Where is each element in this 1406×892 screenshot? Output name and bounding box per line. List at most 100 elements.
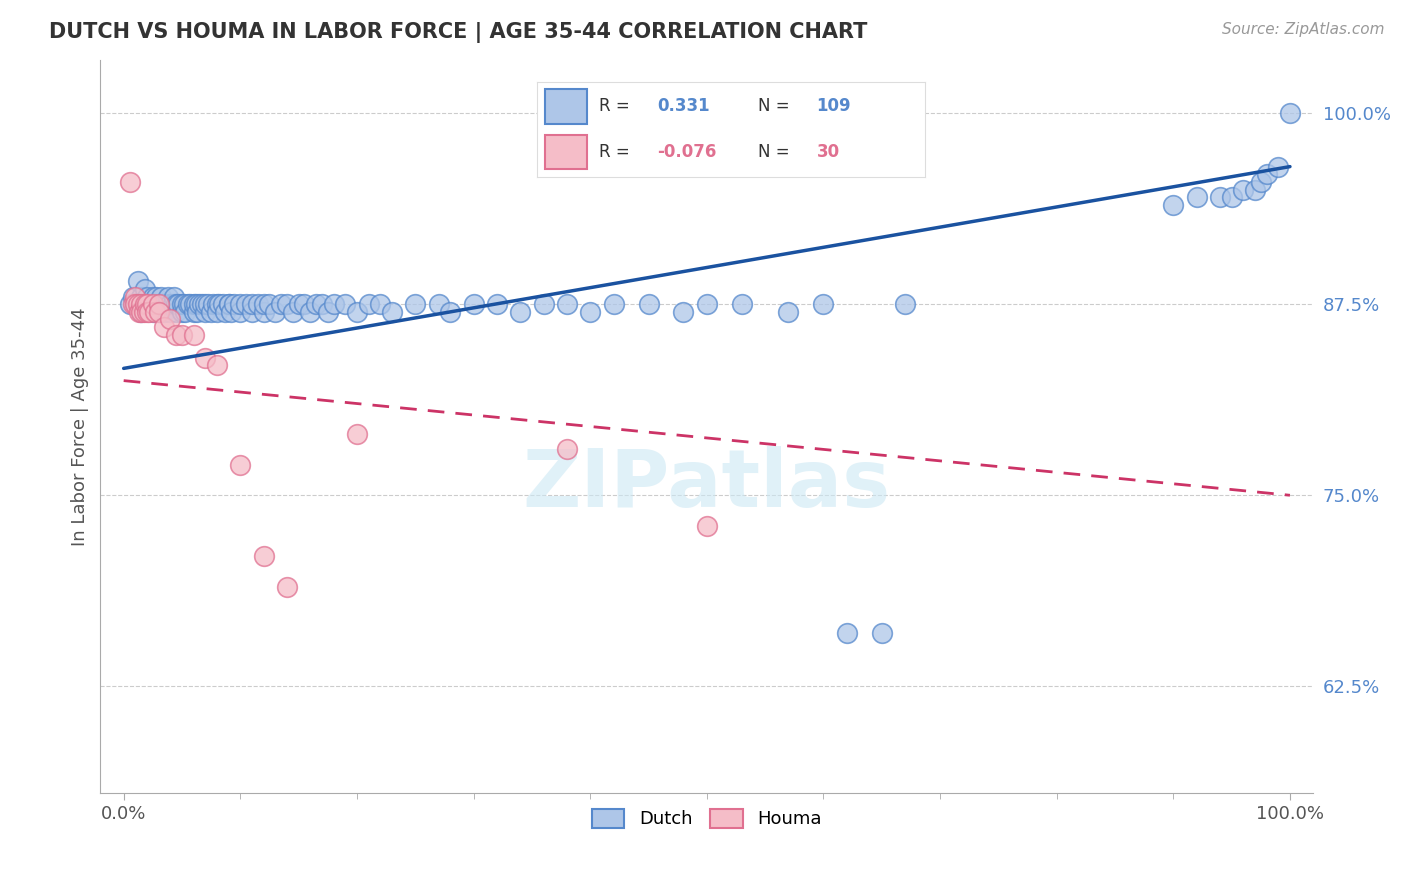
Point: [276, 297, 298, 311]
Point: [194, 351, 217, 365]
Point: [253, 305, 276, 319]
Point: [142, 297, 165, 311]
Point: [276, 580, 298, 594]
Point: [1185, 190, 1208, 204]
Point: [200, 305, 222, 319]
Point: [122, 289, 145, 303]
Point: [174, 305, 197, 319]
Point: [439, 305, 461, 319]
Point: [294, 297, 316, 311]
Point: [281, 305, 304, 319]
Point: [150, 297, 173, 311]
Point: [235, 297, 257, 311]
Point: [153, 305, 176, 319]
Point: [485, 297, 508, 311]
Point: [159, 312, 181, 326]
Point: [305, 297, 328, 311]
Point: [672, 305, 695, 319]
Point: [173, 297, 195, 311]
Point: [159, 305, 181, 319]
Point: [136, 305, 159, 319]
Point: [170, 305, 193, 319]
Point: [219, 305, 242, 319]
Point: [287, 297, 309, 311]
Point: [835, 625, 858, 640]
Point: [134, 282, 156, 296]
Point: [124, 297, 146, 311]
Point: [1220, 190, 1243, 204]
Point: [124, 297, 146, 311]
Point: [696, 519, 718, 533]
Point: [118, 297, 141, 311]
Point: [142, 289, 165, 303]
Point: [229, 458, 252, 472]
Point: [170, 297, 193, 311]
Point: [165, 297, 187, 311]
Point: [259, 297, 281, 311]
Point: [183, 327, 205, 342]
Point: [184, 297, 207, 311]
Point: [224, 297, 246, 311]
Point: [264, 305, 287, 319]
Point: [246, 297, 269, 311]
Point: [136, 289, 159, 303]
Point: [148, 297, 170, 311]
Point: [143, 297, 166, 311]
Point: [346, 305, 368, 319]
Point: [127, 274, 149, 288]
Point: [813, 297, 835, 311]
Point: [208, 297, 231, 311]
Point: [183, 297, 205, 311]
Point: [1244, 182, 1267, 196]
Point: [145, 289, 167, 303]
Point: [322, 297, 344, 311]
Point: [427, 297, 450, 311]
Point: [188, 297, 211, 311]
Point: [299, 305, 322, 319]
Point: [870, 625, 893, 640]
Point: [579, 305, 602, 319]
Point: [132, 305, 155, 319]
Point: [778, 305, 800, 319]
Point: [191, 297, 214, 311]
Point: [118, 175, 141, 189]
Point: [229, 297, 252, 311]
Point: [138, 305, 160, 319]
Point: [253, 297, 276, 311]
Point: [357, 297, 380, 311]
Legend: Dutch, Houma: Dutch, Houma: [585, 802, 830, 836]
Point: [346, 427, 368, 442]
Point: [129, 305, 152, 319]
Point: [153, 297, 176, 311]
Point: [134, 297, 156, 311]
Point: [156, 297, 179, 311]
Point: [270, 297, 292, 311]
Point: [894, 297, 917, 311]
Point: [1209, 190, 1232, 204]
Point: [1278, 106, 1301, 120]
Point: [194, 297, 217, 311]
Point: [205, 297, 228, 311]
Point: [162, 297, 184, 311]
Point: [142, 305, 165, 319]
Point: [167, 297, 190, 311]
Point: [381, 305, 404, 319]
Point: [202, 297, 225, 311]
Text: ZIPatlas: ZIPatlas: [523, 446, 891, 524]
Point: [555, 442, 578, 457]
Point: [124, 289, 146, 303]
Point: [731, 297, 754, 311]
Point: [335, 297, 357, 311]
Point: [240, 297, 263, 311]
Point: [404, 297, 426, 311]
Point: [138, 297, 160, 311]
Text: DUTCH VS HOUMA IN LABOR FORCE | AGE 35-44 CORRELATION CHART: DUTCH VS HOUMA IN LABOR FORCE | AGE 35-4…: [49, 22, 868, 44]
Point: [368, 297, 391, 311]
Point: [129, 297, 152, 311]
Point: [177, 297, 200, 311]
Point: [696, 297, 718, 311]
Point: [153, 320, 176, 334]
Point: [159, 297, 181, 311]
Point: [148, 305, 170, 319]
Point: [509, 305, 531, 319]
